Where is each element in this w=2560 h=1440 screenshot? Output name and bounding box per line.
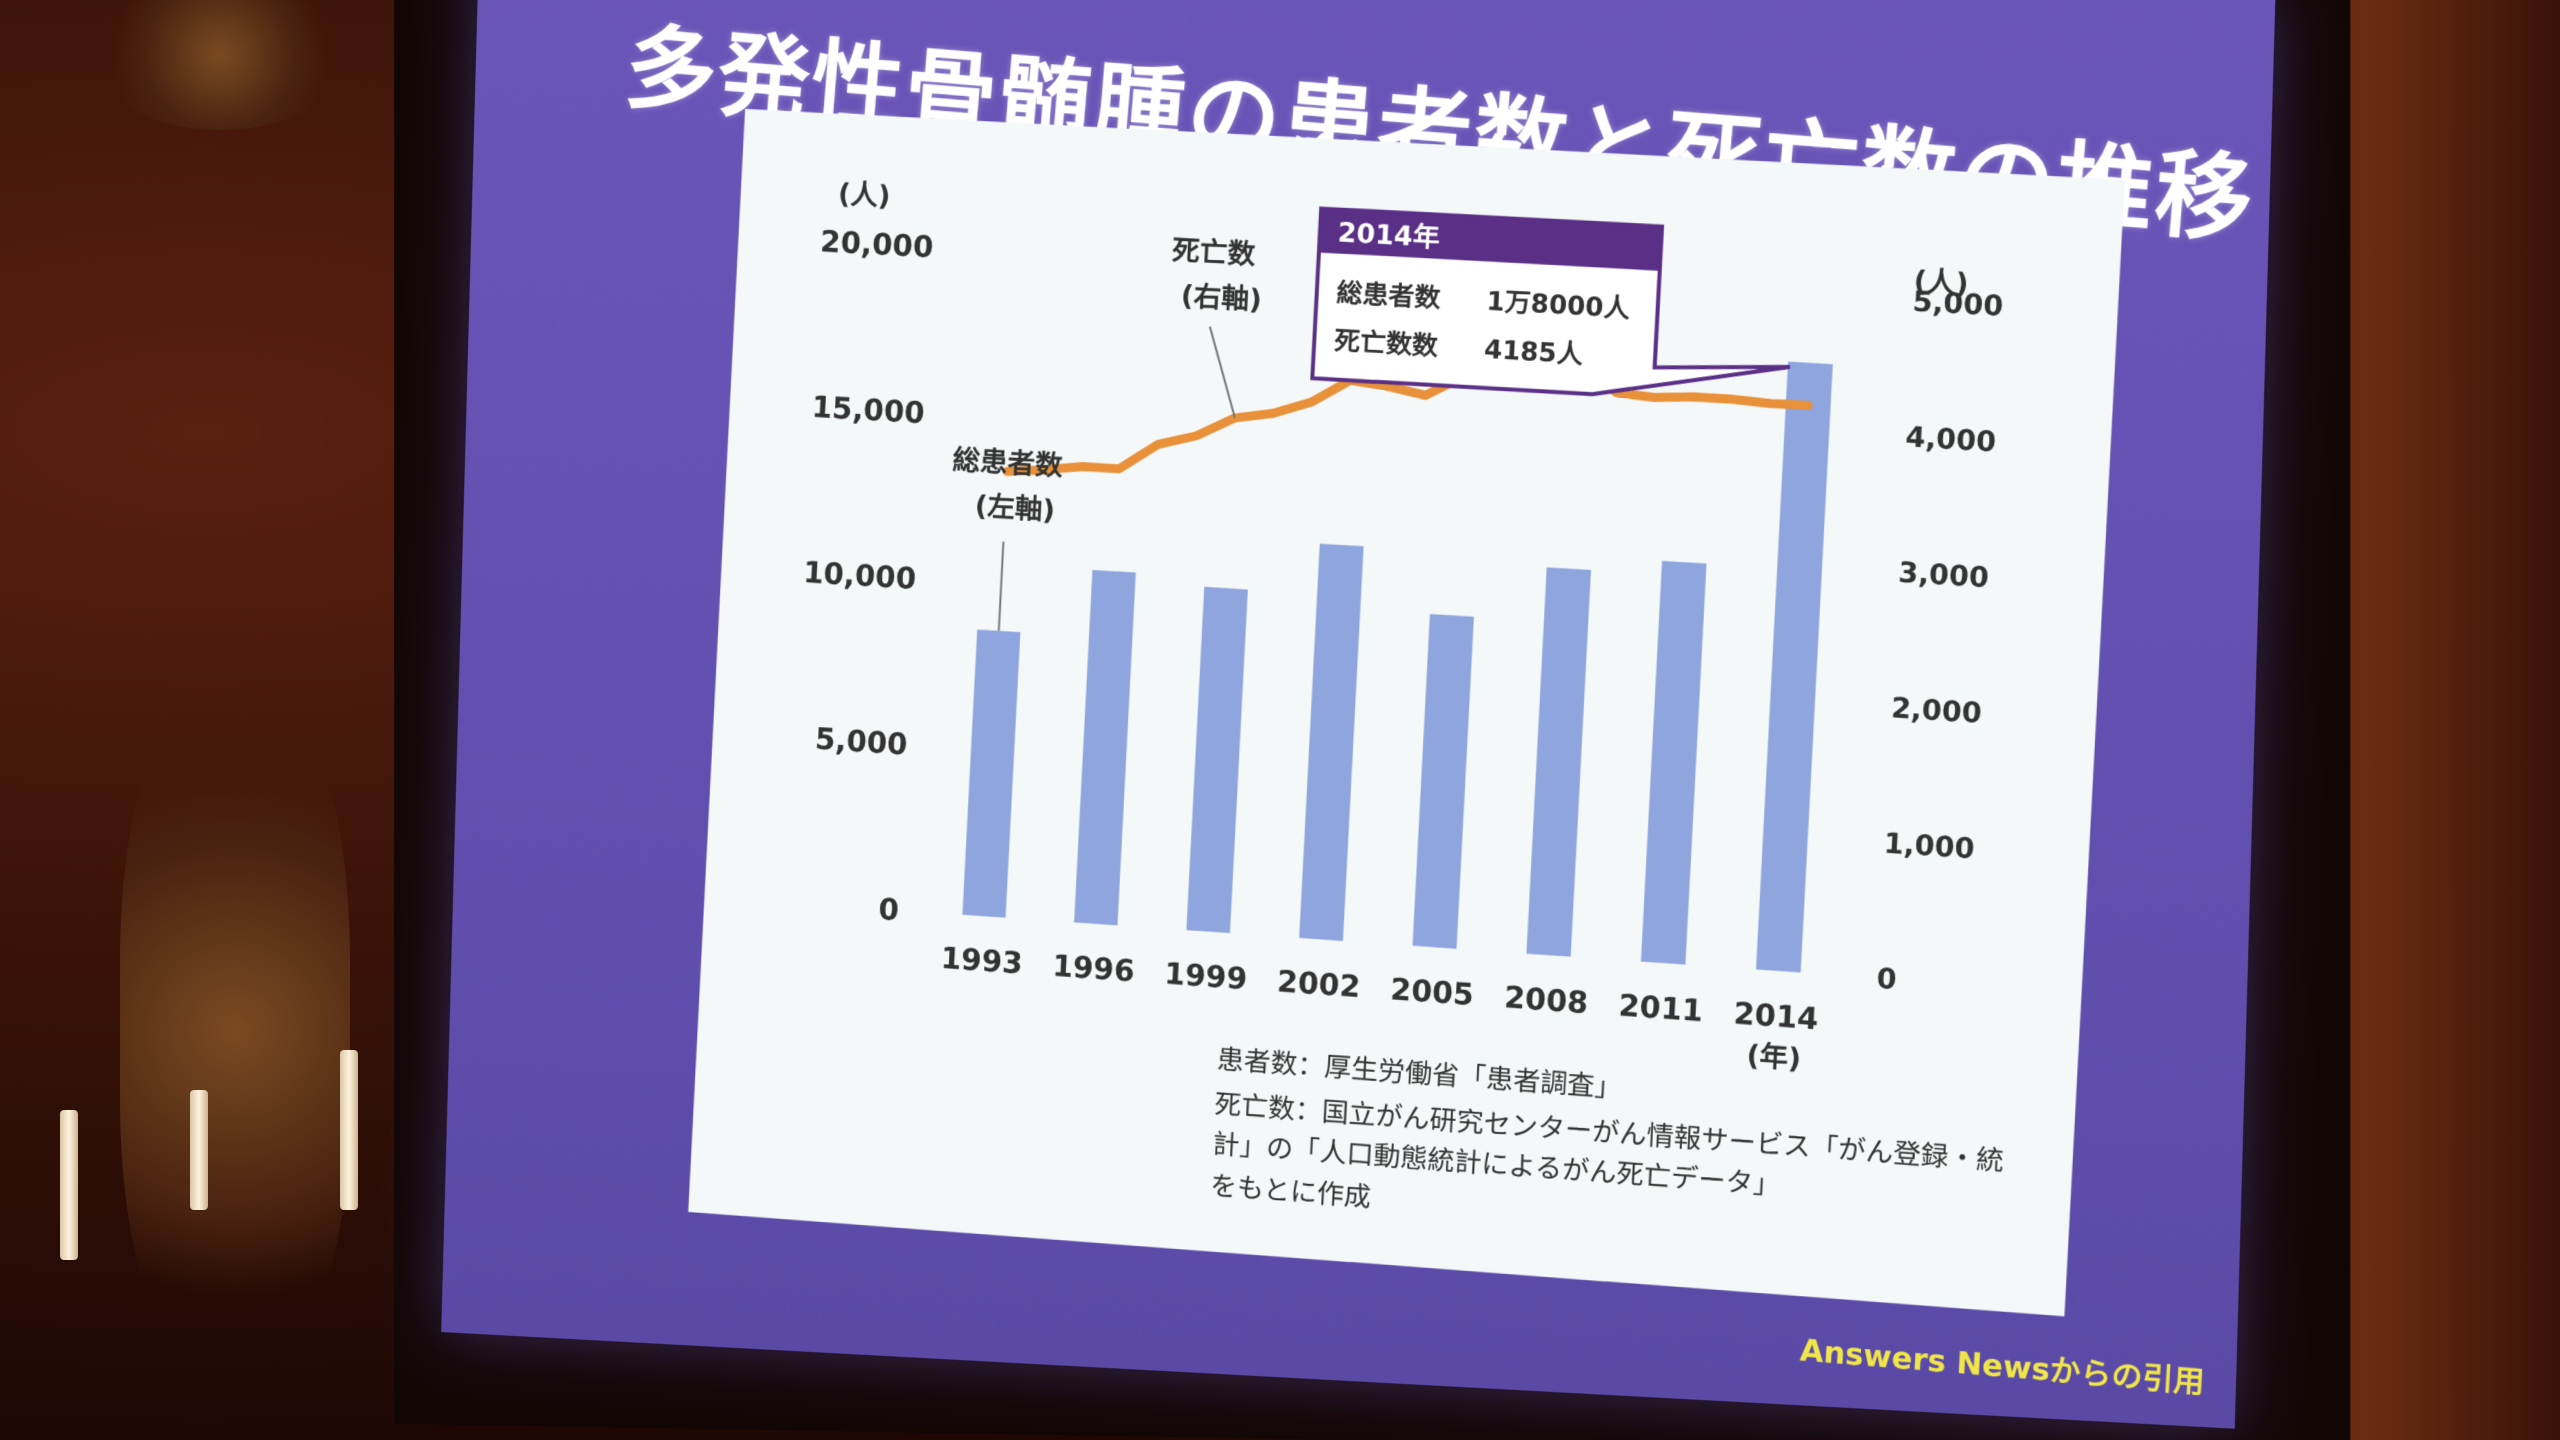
bar-series-axis-note: (左軸) — [974, 489, 1056, 527]
x-tick-label: 2002 — [1276, 963, 1361, 1004]
left-axis-tick-label: 5,000 — [814, 721, 908, 762]
callout-row-value: 4185人 — [1483, 335, 1584, 371]
right-axis-tick-label: 3,000 — [1897, 555, 1989, 594]
bar-1996 — [1074, 570, 1136, 925]
bar-1999 — [1186, 587, 1248, 933]
x-axis-unit: (年) — [1746, 1038, 1802, 1075]
bar-2008 — [1526, 567, 1591, 956]
left-axis-unit: (人) — [837, 177, 891, 213]
line-series-label: 死亡数 — [1171, 233, 1256, 271]
right-axis-tick-label: 1,000 — [1883, 826, 1975, 866]
candle — [190, 1090, 208, 1210]
x-tick-label: 2008 — [1503, 979, 1589, 1020]
bar-2002 — [1299, 544, 1363, 941]
callout-header: 2014年 — [1337, 217, 1441, 254]
left-axis-tick-label: 10,000 — [802, 554, 917, 596]
bar-2014 — [1756, 362, 1833, 973]
left-axis-tick-label: 20,000 — [819, 223, 934, 264]
line-series-axis-note: (右軸) — [1180, 279, 1263, 317]
bar-1993 — [962, 629, 1020, 917]
candle — [60, 1110, 78, 1260]
bar-2011 — [1641, 561, 1707, 965]
left-axis-tick-label: 0 — [878, 891, 900, 927]
source-credit: Answers Newsからの引用 — [1799, 1325, 2206, 1402]
bar-series-leader — [999, 542, 1004, 631]
callout-row-label: 総患者数 — [1336, 277, 1442, 314]
right-axis-tick-label: 0 — [1876, 961, 1898, 996]
bar-series-label: 総患者数 — [952, 443, 1064, 483]
chart-panel: (人) 0 5,000 10,000 15,000 20,000 (人) 0 1,000 2,00… — [688, 109, 2125, 1316]
callout-row-label: 死亡数数 — [1333, 325, 1439, 362]
x-tick-label: 1993 — [940, 940, 1024, 981]
right-axis-tick-label: 4,000 — [1905, 420, 1997, 459]
right-axis-tick-label: 2,000 — [1890, 691, 1982, 730]
projected-slide: 多発性骨髄腫の患者数と死亡数の推移 (人) 0 5,000 10,000 15,000 2… — [441, 0, 2275, 1429]
line-series-leader — [1205, 327, 1239, 418]
candle — [340, 1050, 358, 1210]
bar-2005 — [1413, 614, 1474, 949]
right-axis-tick-label: 5,000 — [1912, 284, 2004, 323]
x-tick-label: 2014 — [1733, 995, 1820, 1037]
x-tick-label: 2005 — [1390, 971, 1475, 1012]
sconce-ornament — [120, 680, 350, 1380]
x-tick-label: 1999 — [1164, 955, 1248, 996]
x-tick-label: 2011 — [1618, 987, 1704, 1028]
left-axis-tick-label: 15,000 — [811, 389, 926, 431]
x-tick-label: 1996 — [1052, 948, 1136, 989]
